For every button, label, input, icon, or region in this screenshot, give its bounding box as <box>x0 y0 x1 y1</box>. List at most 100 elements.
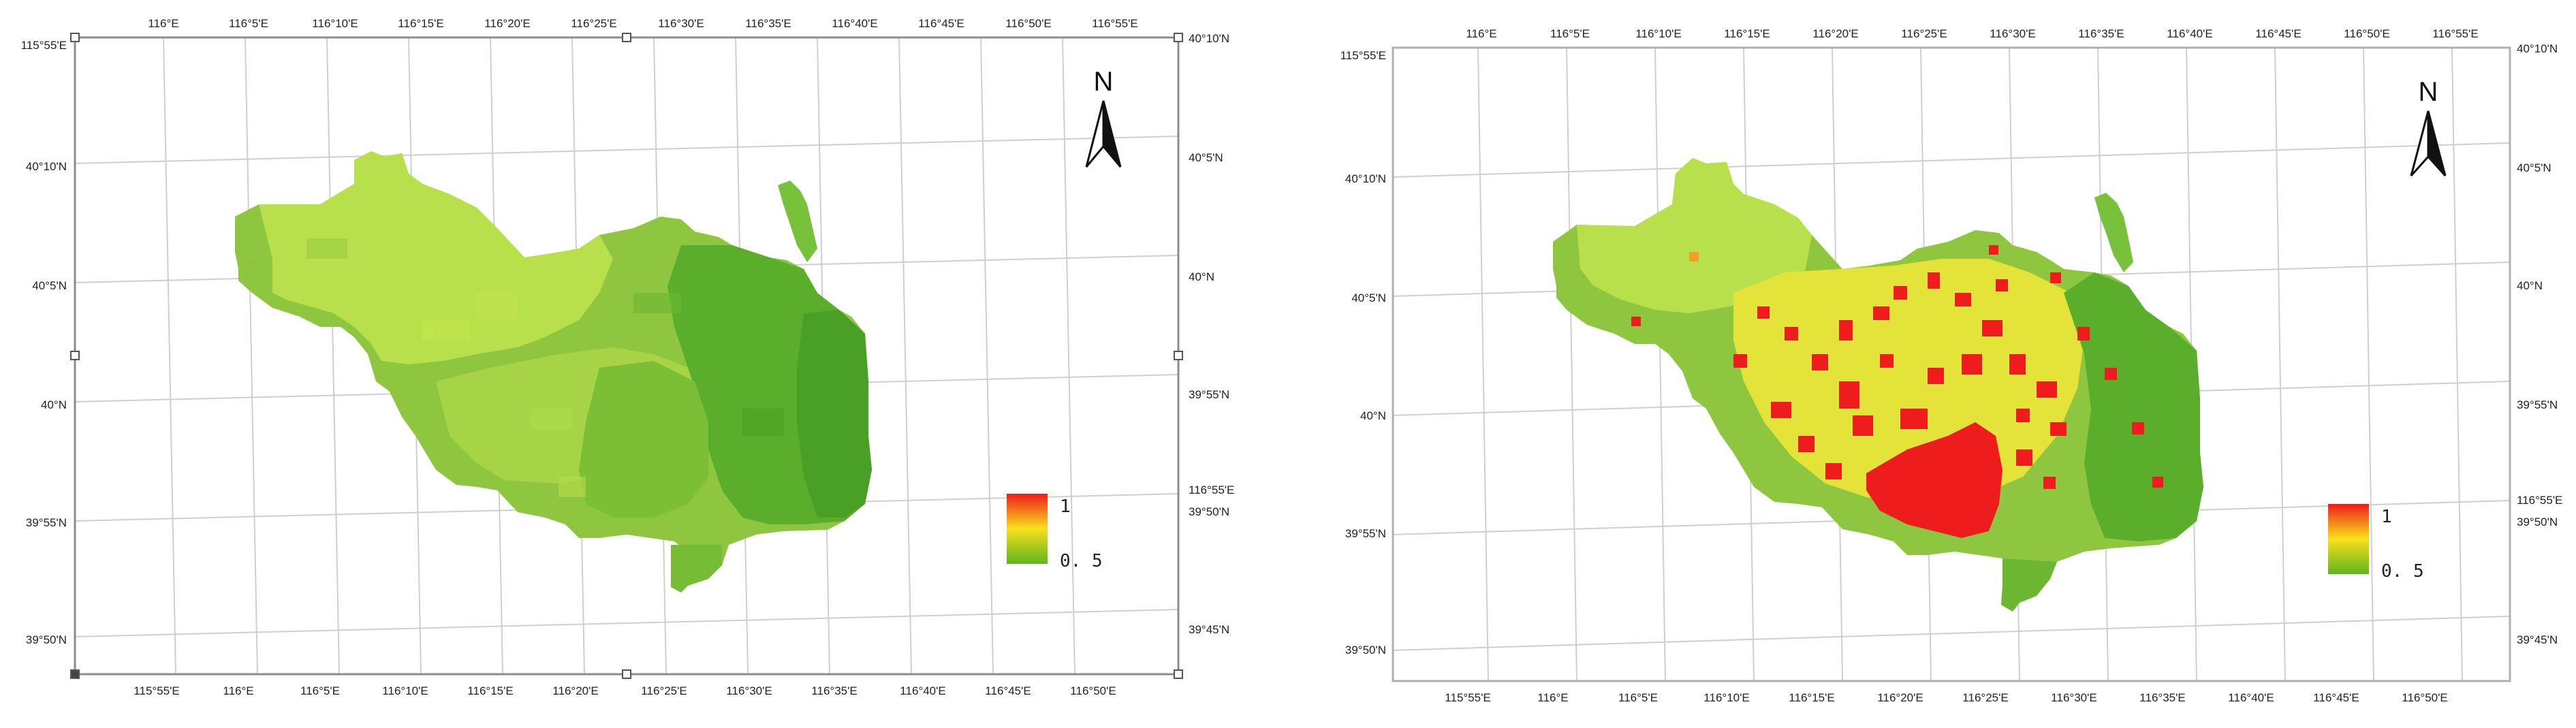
bottom-label-a: 116°20'E <box>552 684 598 697</box>
top-labels-b: 116°E 116°5'E 116°10'E 116°15'E 116°20'E… <box>1466 27 2478 40</box>
region-b-northwest-yellow <box>1577 158 1812 313</box>
right-label-b: 40°N <box>2517 279 2543 292</box>
legend-min-label: 0. 5 <box>1060 551 1103 571</box>
region-a-ne-strip <box>778 180 817 262</box>
left-labels-b: 115°55'E 40°10'N 40°5'N 40°N 39°55'N 39°… <box>1340 49 1386 656</box>
left-label-b: 40°10'N <box>1345 172 1386 185</box>
bottom-label-a: 115°55'E <box>133 684 179 697</box>
legend-max-label: 1 <box>1060 496 1071 517</box>
bottom-label-a: 116°50'E <box>1070 684 1116 697</box>
urban-core-hotspot <box>1866 422 2002 538</box>
right-label-b: 39°55'N <box>2517 398 2558 411</box>
left-label-a: 40°N <box>41 398 67 411</box>
left-label-a: 115°55'E <box>21 39 67 52</box>
left-label-a: 40°5'N <box>32 279 67 292</box>
top-label-b: 116°55'E <box>2432 27 2478 40</box>
bottom-label-b: 116°20'E <box>1877 691 1923 704</box>
right-labels-b: 40°10'N 40°5'N 40°N 39°55'N 116°55'E 39°… <box>2517 42 2562 646</box>
map-panel-a: 116°E 116°5'E 116°10'E 116°15'E 116°20'E… <box>21 17 1235 697</box>
region-b-ne-strip <box>2094 193 2133 272</box>
bottom-label-b: 116°10'E <box>1703 691 1749 704</box>
map-panel-b: 116°E 116°5'E 116°10'E 116°15'E 116°20'E… <box>1340 27 2563 704</box>
top-label-b: 116°15'E <box>1724 27 1770 40</box>
bottom-label-b: 116°15'E <box>1789 691 1834 704</box>
bottom-label-b: 116°25'E <box>1962 691 2008 704</box>
region-a-northwest-yellow <box>259 151 613 364</box>
top-labels-a: 116°E 116°5'E 116°10'E 116°15'E 116°20'E… <box>148 17 1137 30</box>
legend-colorbar <box>1007 494 1048 564</box>
right-label-b: 40°10'N <box>2517 42 2558 55</box>
bottom-labels-a: 115°55'E 116°E 116°5'E 116°10'E 116°15'E… <box>133 684 1116 697</box>
left-label-a: 40°10'N <box>26 160 67 173</box>
bottom-labels-b: 115°55'E 116°E 116°5'E 116°10'E 116°15'E… <box>1445 691 2447 704</box>
bottom-label-b: 116°45'E <box>2313 691 2359 704</box>
top-label-b: 116°10'E <box>1635 27 1681 40</box>
region-a-variation <box>245 238 783 497</box>
left-label-a: 39°55'N <box>26 516 67 529</box>
bottom-label-a: 116°35'E <box>811 684 857 697</box>
north-arrow-icon: N <box>1085 67 1122 168</box>
frame-handles-a[interactable] <box>70 33 1183 679</box>
left-label-b: 39°50'N <box>1345 644 1386 656</box>
top-label-b: 116°E <box>1466 27 1496 40</box>
top-label-a: 116°10'E <box>312 17 358 30</box>
right-label-a: 40°5'N <box>1189 151 1223 164</box>
top-label-b: 116°45'E <box>2255 27 2301 40</box>
left-label-b: 40°N <box>1360 409 1386 422</box>
top-label-b: 116°35'E <box>2078 27 2124 40</box>
north-label: N <box>1094 67 1114 97</box>
top-label-a: 116°55'E <box>1092 17 1137 30</box>
top-label-a: 116°40'E <box>832 17 877 30</box>
right-label-a: 39°50'N <box>1189 505 1229 518</box>
region-a-far-east-darkest <box>797 310 872 518</box>
bottom-label-b: 115°55'E <box>1445 691 1490 704</box>
legend-colorbar <box>2328 504 2369 574</box>
bottom-label-a: 116°40'E <box>900 684 945 697</box>
bottom-label-b: 116°30'E <box>2051 691 2096 704</box>
right-labels-a: 40°10'N 40°5'N 40°N 39°55'N 116°55'E 39°… <box>1189 32 1234 636</box>
legend-b: 1 0. 5 <box>2328 504 2424 582</box>
bottom-label-b: 116°40'E <box>2228 691 2274 704</box>
top-label-b: 116°20'E <box>1812 27 1858 40</box>
bottom-label-a: 116°25'E <box>641 684 687 697</box>
legend-min-label: 0. 5 <box>2381 561 2424 582</box>
bottom-label-b: 116°50'E <box>2402 691 2447 704</box>
north-arrow-icon: N <box>2410 77 2447 176</box>
right-label-b: 39°50'N <box>2517 516 2558 528</box>
left-label-b: 39°55'N <box>1345 527 1386 540</box>
bottom-label-a: 116°30'E <box>726 684 772 697</box>
top-label-a: 116°30'E <box>658 17 704 30</box>
top-label-a: 116°25'E <box>571 17 616 30</box>
right-label-b: 40°5'N <box>2517 161 2551 174</box>
top-label-b: 116°25'E <box>1901 27 1947 40</box>
region-b-south-lobe <box>2001 558 2057 612</box>
top-label-b: 116°5'E <box>1550 27 1590 40</box>
top-label-a: 116°35'E <box>745 17 791 30</box>
right-label-a: 40°10'N <box>1189 32 1229 45</box>
bottom-label-b: 116°35'E <box>2139 691 2185 704</box>
top-label-a: 116°E <box>148 17 178 30</box>
north-label: N <box>2419 77 2438 107</box>
top-label-a: 116°15'E <box>398 17 443 30</box>
top-label-b: 116°30'E <box>1990 27 2035 40</box>
bottom-label-b: 116°5'E <box>1618 691 1658 704</box>
left-labels-a: 115°55'E 40°10'N 40°5'N 40°N 39°55'N 39°… <box>21 39 67 646</box>
top-label-a: 116°5'E <box>229 17 268 30</box>
top-label-a: 116°45'E <box>918 17 964 30</box>
bottom-label-b: 116°E <box>1537 691 1568 704</box>
region-b-east-dark <box>2064 272 2203 541</box>
left-label-a: 39°50'N <box>26 633 67 646</box>
left-label-b: 115°55'E <box>1340 49 1386 62</box>
raster-region-b <box>1553 158 2203 612</box>
bottom-label-a: 116°10'E <box>382 684 428 697</box>
region-a-south-lobe <box>671 545 722 592</box>
bottom-label-a: 116°E <box>223 684 253 697</box>
raster-region-a <box>235 151 872 592</box>
top-label-b: 116°40'E <box>2167 27 2212 40</box>
region-b-hotspots <box>1631 245 2163 538</box>
right-label-a: 40°N <box>1189 270 1214 283</box>
right-label-a: 39°45'N <box>1189 623 1229 636</box>
bottom-label-a: 116°5'E <box>300 684 340 697</box>
top-label-a: 116°50'E <box>1005 17 1051 30</box>
